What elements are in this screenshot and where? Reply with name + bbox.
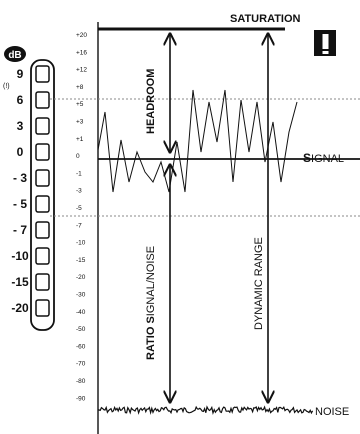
scale-label: +1 <box>76 136 84 143</box>
scale-label: -30 <box>76 292 86 299</box>
signal-label: SIGNAL <box>303 151 344 165</box>
scale-label: -90 <box>76 395 86 402</box>
meter-reading: - 3 <box>13 171 27 185</box>
scale-label: +8 <box>76 84 84 91</box>
db-badge: dB <box>4 46 26 62</box>
led-segment <box>35 143 50 161</box>
meter-readings: 9 6 3 0 - 3 - 5 - 7 -10 -15 -20 <box>11 67 29 315</box>
scale-label: -5 <box>76 205 82 212</box>
led-segment <box>35 117 50 135</box>
scale-label: -20 <box>76 274 86 281</box>
led-segment <box>35 91 50 109</box>
meter-reading: -10 <box>11 249 29 263</box>
noise-waveform <box>97 405 314 416</box>
meter-reading: 9 <box>17 67 24 81</box>
led-segment <box>35 221 50 239</box>
scale-label: -40 <box>76 309 86 316</box>
scale-label: -50 <box>76 326 86 333</box>
scale-label: -7 <box>76 222 82 229</box>
meter-reading: 0 <box>17 145 24 159</box>
meter-reading: 6 <box>17 93 24 107</box>
ratio-label: RATIO SIGNAL/NOISE <box>145 246 157 360</box>
led-segment <box>35 169 50 187</box>
noise-floor <box>97 405 314 416</box>
scale-label: +20 <box>76 32 87 39</box>
led-segment <box>35 299 50 317</box>
scale-label: +12 <box>76 67 87 74</box>
scale-label: -3 <box>76 188 82 195</box>
scale-label: +3 <box>76 119 84 126</box>
noise-label: NOISE <box>315 406 349 418</box>
saturation-label: SATURATION <box>230 13 301 25</box>
peak-mark: (!) <box>3 83 10 90</box>
led-segment <box>35 195 50 213</box>
scale-label: -70 <box>76 361 86 368</box>
scale-label: -10 <box>76 240 86 247</box>
db-unit-label: dB <box>8 50 21 61</box>
meter-reading: - 5 <box>13 197 27 211</box>
led-meter-frame <box>30 59 55 331</box>
dynamic-range-label: DYNAMIC RANGE <box>253 237 265 330</box>
meter-reading: -15 <box>11 275 29 289</box>
scale-labels: +20 +16 +12 +8 +5 +3 +1 0 -1 -3 -5 -7 -10 -15 -20 -30 -4… <box>76 32 87 402</box>
headroom-label: HEADROOM <box>145 69 157 134</box>
led-column <box>35 65 50 317</box>
meter-reading: 3 <box>17 119 24 133</box>
signal-waveform <box>97 89 298 193</box>
meter-reading: - 7 <box>13 223 27 237</box>
led-segment <box>35 65 50 83</box>
warning-icon <box>314 30 336 56</box>
scale-label: -1 <box>76 170 82 177</box>
led-segment <box>35 273 50 291</box>
scale-label: +5 <box>76 101 84 108</box>
scale-label: -60 <box>76 343 86 350</box>
scale-label: -15 <box>76 257 86 264</box>
scale-label: +16 <box>76 49 87 56</box>
led-segment <box>35 247 50 265</box>
meter-reading: -20 <box>11 301 29 315</box>
scale-label: 0 <box>76 153 80 160</box>
scale-label: -80 <box>76 378 86 385</box>
